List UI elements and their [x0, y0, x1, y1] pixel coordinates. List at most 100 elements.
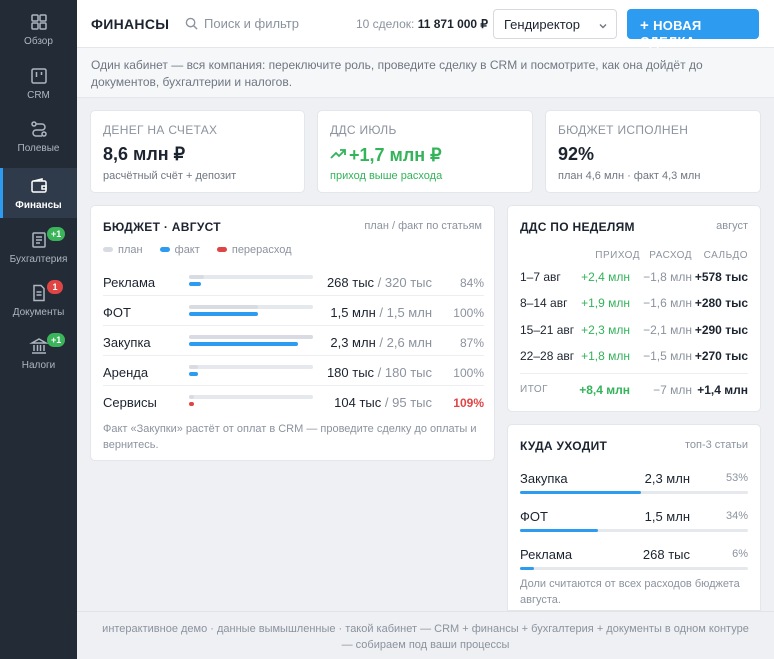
- kpi-sub: план 4,6 млн · факт 4,3 млн: [558, 170, 701, 182]
- section-note: август: [716, 220, 748, 232]
- budget-percent: 84%: [459, 276, 484, 290]
- cashflow-row[interactable]: 1–7 авг +2,4 млн −1,8 млн +578 тыс: [520, 264, 748, 290]
- legend-swatch: [159, 247, 170, 252]
- deals-summary: 10 сделок: 11 871 000 ₽: [356, 17, 488, 31]
- notification-badge: 1: [47, 280, 63, 294]
- sidebar-item-overview[interactable]: Обзор: [0, 12, 77, 62]
- week-label: 15–21 авг: [520, 323, 575, 337]
- sidebar-item-crm[interactable]: CRM: [0, 66, 77, 116]
- search-input[interactable]: Поиск и фильтр: [185, 16, 299, 31]
- sidebar-item-documents[interactable]: 1 Документы: [0, 280, 77, 333]
- trend-up-icon: [330, 144, 346, 159]
- kanban-icon: [29, 66, 49, 86]
- budget-percent: 100%: [453, 366, 484, 380]
- balance-value: +280 тыс: [694, 296, 748, 310]
- share-track: [520, 567, 748, 570]
- expense-share-row[interactable]: Реклама 268 тыс 6%: [520, 545, 748, 583]
- kpi-card-balance: ДЕНЕГ НА СЧЕТАХ 8,6 млн ₽ расчётный счёт…: [90, 110, 305, 193]
- budget-item-name: Сервисы: [103, 395, 157, 410]
- budget-percent: 87%: [459, 336, 484, 350]
- cashflow-total-row: ИТОГ +8,4 млн −7 млн +1,4 млн: [520, 377, 748, 403]
- kpi-value: 8,6 млн ₽: [103, 144, 186, 164]
- budget-values: 268 тыс / 320 тыс: [326, 275, 432, 290]
- budget-values: 2,3 млн / 2,6 млн: [330, 335, 432, 350]
- balance-value: +290 тыс: [694, 323, 748, 337]
- document-icon: [29, 283, 49, 303]
- legend-swatch: [103, 247, 113, 252]
- legend-fact: факт: [159, 244, 200, 256]
- plan-bar: [189, 365, 198, 369]
- section-title: КУДА УХОДИТ: [520, 439, 608, 453]
- budget-row[interactable]: Сервисы 104 тыс / 95 тыс 109%: [103, 386, 484, 416]
- expense-value: −1,6 млн: [643, 296, 692, 310]
- income-value: +2,3 млн: [581, 323, 630, 337]
- kpi-sub: расчётный счёт + депозит: [103, 170, 237, 182]
- top-expenses-card: КУДА УХОДИТ топ-3 статьи Закупка 2,3 млн…: [507, 424, 761, 611]
- top-expenses-footnote: Доли считаются от всех расходов бюджета …: [520, 578, 740, 606]
- sidebar-item-accounting[interactable]: +1 Бухгалтерия: [0, 227, 77, 280]
- plan-bar: [189, 335, 313, 339]
- fact-bar: [189, 402, 194, 406]
- budget-row[interactable]: Закупка 2,3 млн / 2,6 млн 87%: [103, 326, 484, 356]
- balance-value: +270 тыс: [694, 349, 748, 363]
- section-title: ДДС ПО НЕДЕЛЯМ: [520, 220, 635, 234]
- role-select[interactable]: Гендиректор: [493, 9, 617, 39]
- income-value: +1,8 млн: [581, 349, 630, 363]
- sidebar-item-label: Полевые: [17, 143, 60, 154]
- fact-bar: [189, 372, 198, 376]
- notification-badge: +1: [47, 333, 66, 347]
- kpi-value: 92%: [558, 144, 595, 164]
- plus-icon: +: [640, 17, 650, 34]
- budget-item-name: Закупка: [103, 335, 151, 350]
- kpi-label: БЮДЖЕТ ИСПОЛНЕН: [558, 123, 689, 137]
- budget-values: 1,5 млн / 1,5 млн: [330, 305, 432, 320]
- fact-bar: [189, 342, 299, 346]
- sidebar-item-label: Документы: [12, 307, 65, 318]
- kpi-card-budget: БЮДЖЕТ ИСПОЛНЕН 92% план 4,6 млн · факт …: [545, 110, 761, 193]
- budget-item-name: Аренда: [103, 365, 149, 380]
- search-placeholder: Поиск и фильтр: [204, 16, 299, 31]
- cashflow-row[interactable]: 8–14 авг +1,9 млн −1,6 млн +280 тыс: [520, 290, 748, 316]
- budget-item-name: ФОТ: [103, 305, 131, 320]
- section-title: БЮДЖЕТ · АВГУСТ: [103, 220, 221, 234]
- expense-share-row[interactable]: ФОТ 1,5 млн 34%: [520, 507, 748, 545]
- deals-label: 10 сделок:: [356, 17, 415, 31]
- fact-bar: [189, 282, 202, 286]
- budget-bars: [189, 335, 313, 347]
- budget-row[interactable]: Аренда 180 тыс / 180 тыс 100%: [103, 356, 484, 386]
- new-deal-label: НОВАЯ СДЕЛКА: [640, 18, 702, 49]
- total-balance: +1,4 млн: [697, 383, 748, 397]
- fact-bar: [189, 312, 259, 316]
- route-icon: [29, 119, 49, 139]
- expense-name: Закупка: [520, 471, 568, 486]
- chevron-down-icon: [598, 19, 608, 29]
- new-deal-button[interactable]: + НОВАЯ СДЕЛКА: [627, 9, 759, 49]
- expense-amount: 1,5 млн: [644, 509, 690, 524]
- share-track: [520, 529, 748, 532]
- sidebar: Обзор CRM Полевые Финансы +1 Бухгалтерия…: [0, 0, 77, 659]
- page-title: ФИНАНСЫ: [91, 16, 170, 32]
- kpi-sub: приход выше расхода: [330, 170, 443, 182]
- week-label: 1–7 авг: [520, 270, 561, 284]
- sidebar-item-taxes[interactable]: +1 Налоги: [0, 333, 77, 386]
- expense-share-row[interactable]: Закупка 2,3 млн 53%: [520, 469, 748, 507]
- plan-bar: [189, 395, 194, 399]
- notification-badge: +1: [47, 227, 66, 241]
- share-bar: [520, 529, 598, 532]
- top-bar: ФИНАНСЫ Поиск и фильтр 10 сделок: 11 871…: [77, 0, 774, 49]
- sidebar-item-field[interactable]: Полевые: [0, 119, 77, 169]
- share-bar: [520, 491, 641, 494]
- cashflow-row[interactable]: 22–28 авг +1,8 млн −1,5 млн +270 тыс: [520, 343, 748, 369]
- budget-card: БЮДЖЕТ · АВГУСТ план / факт по статьям п…: [90, 205, 495, 461]
- share-track: [520, 491, 748, 494]
- budget-row[interactable]: ФОТ 1,5 млн / 1,5 млн 100%: [103, 296, 484, 326]
- budget-row[interactable]: Реклама 268 тыс / 320 тыс 84%: [103, 266, 484, 296]
- cashflow-row[interactable]: 15–21 авг +2,3 млн −2,1 млн +290 тыс: [520, 317, 748, 343]
- budget-bars: [189, 305, 313, 317]
- section-note: топ-3 статьи: [684, 439, 748, 451]
- sidebar-item-finance[interactable]: Финансы: [0, 168, 77, 218]
- column-header-expense: РАСХОД: [649, 250, 692, 261]
- role-select-value: Гендиректор: [504, 17, 580, 32]
- column-header-income: ПРИХОД: [595, 250, 640, 261]
- balance-value: +578 тыс: [694, 270, 748, 284]
